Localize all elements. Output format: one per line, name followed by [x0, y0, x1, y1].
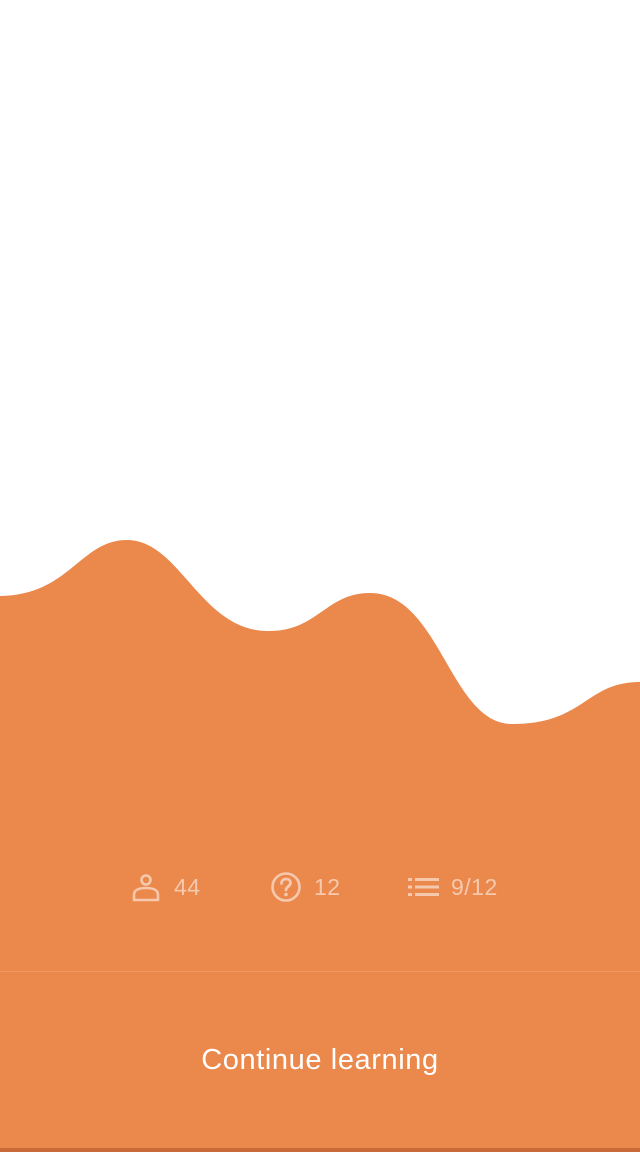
question-circle-icon [271, 872, 301, 902]
divider [0, 971, 640, 972]
list-icon [408, 878, 439, 896]
questions-stat: 12 [270, 862, 341, 912]
learners-stat: 44 [130, 862, 201, 912]
continue-learning-label: Continue learning [201, 1043, 439, 1076]
course-stats: 44 12 9/12 [0, 862, 640, 912]
learners-count: 44 [174, 873, 201, 900]
questions-count: 12 [314, 873, 341, 900]
lessons-progress: 9/12 [451, 873, 498, 900]
lessons-stat: 9/12 [407, 862, 498, 912]
continue-learning-button[interactable]: Continue learning [0, 972, 640, 1148]
bottom-edge [0, 1148, 640, 1152]
person-icon [132, 874, 160, 902]
